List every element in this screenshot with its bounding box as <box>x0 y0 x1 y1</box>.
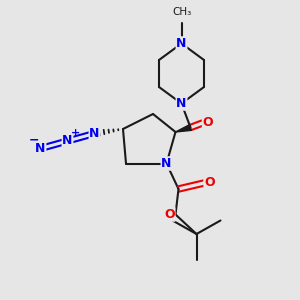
Text: O: O <box>204 176 215 190</box>
Text: O: O <box>202 116 213 129</box>
Text: N: N <box>35 142 46 155</box>
Polygon shape <box>176 124 191 132</box>
Text: CH₃: CH₃ <box>172 7 192 17</box>
Text: N: N <box>176 97 187 110</box>
Text: +: + <box>70 128 80 139</box>
Text: N: N <box>161 157 172 170</box>
Text: O: O <box>164 208 175 221</box>
Text: N: N <box>62 134 73 148</box>
Text: −: − <box>29 134 39 147</box>
Text: N: N <box>89 127 100 140</box>
Text: N: N <box>176 37 187 50</box>
